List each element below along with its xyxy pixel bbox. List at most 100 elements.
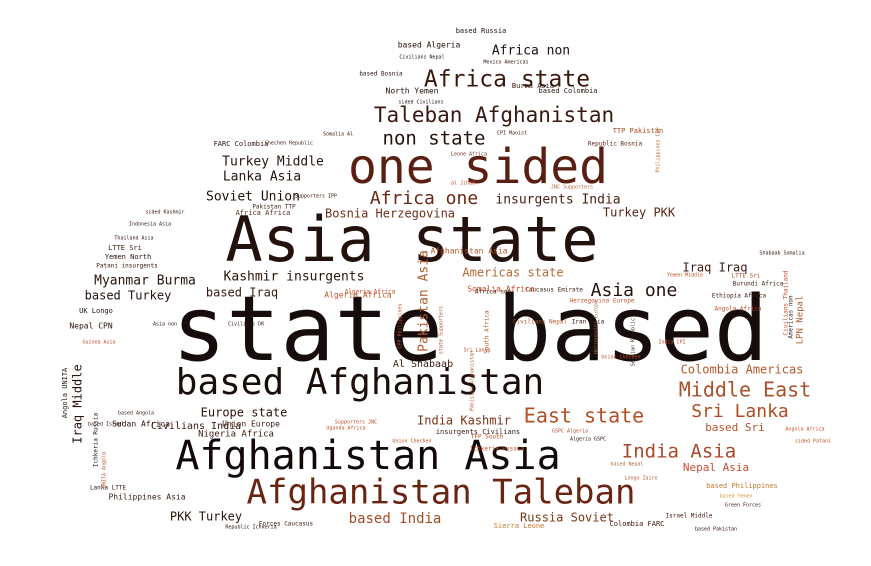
word-51: Yemen North: [105, 253, 151, 261]
word-21: insurgents India: [495, 193, 620, 208]
word-88: Americas non: [788, 295, 795, 339]
word-68: Supporters IPP: [295, 194, 337, 200]
word-110: Ichkeria Russia: [470, 446, 525, 453]
word-60: Somalia Al: [323, 132, 353, 138]
word-116: Longo Zaire: [624, 476, 657, 482]
word-64: Leone Africa: [451, 152, 487, 158]
word-30: based Sri: [705, 421, 765, 434]
word-2: Asia state: [225, 203, 598, 276]
word-82: Caucasus Emirate: [525, 287, 583, 294]
word-13: Sri Lanka: [691, 401, 789, 422]
word-61: TTP Pakistan: [613, 127, 664, 135]
word-3: one sided: [348, 139, 608, 195]
word-65: Philippines CPP: [656, 127, 662, 172]
word-101: Herzegovina Europe: [594, 300, 600, 354]
word-86: LTTE Sri: [732, 273, 761, 280]
word-57: Pakistan TTP: [252, 204, 296, 211]
word-118: Colombia FARC: [610, 520, 665, 528]
word-18: Lanka Asia: [223, 170, 301, 185]
word-79: Yemen Middle: [667, 273, 703, 279]
word-20: Bosnia Herzegovina: [325, 207, 455, 221]
word-8: Africa state: [424, 67, 590, 93]
word-23: Myanmar Burma: [94, 274, 196, 289]
word-36: PKK Turkey: [170, 510, 242, 524]
word-113: based Philippines: [706, 482, 778, 490]
word-52: Patani insurgents: [96, 263, 158, 270]
word-19: Soviet Union: [206, 190, 300, 205]
word-44: Philippines Asia: [108, 493, 185, 502]
word-96: Somalia Africa: [467, 285, 535, 294]
word-125: UNITA Angola: [102, 452, 108, 488]
word-106: Supporters JNC: [335, 420, 377, 426]
word-17: Turkey Middle: [222, 155, 324, 170]
word-119: Sierra Leone: [494, 522, 545, 530]
word-14: India Asia: [622, 441, 736, 463]
word-121: Republic Ichkeria: [225, 525, 276, 531]
word-63: Republic Bosnia: [588, 141, 643, 148]
word-33: Nepal Asia: [683, 461, 749, 474]
word-32: India Kashmir: [417, 414, 511, 428]
word-39: Civilians India: [151, 421, 241, 432]
word-102: insurgents Civilians: [436, 428, 520, 436]
word-24: Kashmir insurgents: [224, 270, 365, 285]
word-103: state Supporters: [439, 306, 445, 354]
word-22: Turkey PKK: [603, 206, 676, 220]
word-83: Herzegovina Europe: [569, 298, 634, 305]
word-69: based Russia: [456, 27, 507, 35]
word-90: India CPI: [658, 340, 685, 346]
word-108: Algeria GSPC: [570, 437, 606, 443]
word-131: Iran Asia: [572, 319, 605, 326]
word-56: Africa Africa: [236, 209, 291, 217]
word-71: Civilians Nepal: [399, 55, 444, 61]
word-42: Sudan Africa: [112, 420, 170, 429]
word-84: Angola Africa: [715, 306, 762, 313]
word-74: Burma Asia: [512, 82, 554, 90]
word-100: CPP Philippines: [398, 303, 404, 348]
word-11: Middle East: [679, 378, 811, 402]
word-38: Pakistan Asia: [417, 250, 432, 352]
word-111: Union Chechen: [392, 439, 431, 445]
word-28: Iraq Iraq: [682, 261, 747, 275]
word-91: Serbian Republic: [631, 318, 637, 366]
word-37: Iraq Middle: [71, 364, 85, 443]
word-81: Ethiopia Africa: [712, 293, 767, 300]
word-7: Taleban Afghanistan: [374, 103, 614, 127]
word-126: Angola Africa: [785, 427, 824, 433]
word-99: Afghanistan Asia: [430, 247, 507, 256]
word-35: Russia Soviet: [520, 511, 614, 525]
word-41: Nigeria Africa: [198, 430, 274, 440]
word-114: based Yemen: [719, 494, 752, 500]
word-9: non state: [383, 128, 486, 150]
word-27: based Iraq: [206, 286, 278, 300]
word-89: LPN Nepal: [796, 296, 806, 345]
word-109: TFP South: [471, 434, 504, 441]
word-48: Asia non: [153, 322, 177, 328]
word-15: Asia one: [591, 280, 678, 301]
word-104: Pakistan Afghanistan: [470, 351, 476, 411]
word-59: Chechen Republic: [265, 141, 313, 147]
word-67: JNC Supporters: [551, 185, 593, 191]
word-53: Thailand Asia: [114, 236, 153, 242]
word-129: Angola UNITA: [61, 367, 69, 418]
word-107: GSPC Algeria: [552, 429, 588, 435]
word-34: based India: [349, 511, 442, 527]
word-50: LTTE Sri: [108, 244, 142, 252]
word-76: North Yemen: [386, 87, 439, 96]
word-47: UK Longo: [79, 307, 113, 315]
word-92: Union Chechen: [601, 355, 640, 361]
word-40: Algeria Africa: [324, 291, 392, 300]
word-95: South Africa: [484, 310, 491, 354]
word-120: Forces Caucasus: [259, 521, 314, 528]
word-85: Africa non: [475, 289, 512, 296]
word-54: Indonesia Asia: [129, 222, 171, 228]
word-43: Union Europe: [222, 420, 280, 429]
word-26: based Turkey: [85, 289, 172, 303]
word-58: FARC Colombia: [214, 140, 269, 148]
word-46: Nepal CPN: [69, 322, 113, 331]
word-112: based Nepal: [610, 462, 643, 468]
word-77: sided Civilians: [398, 100, 443, 106]
word-123: based Israel: [88, 422, 124, 428]
word-29: Colombia Americas: [681, 363, 804, 377]
word-124: Ichkeria Russia: [93, 413, 100, 468]
